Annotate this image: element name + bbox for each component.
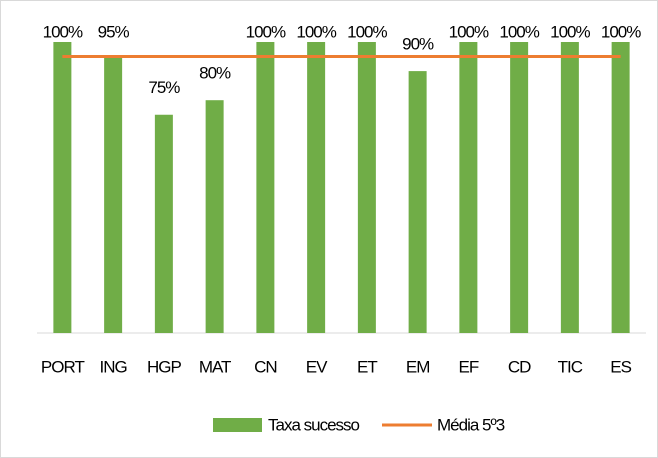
- bar: [104, 56, 123, 334]
- x-tick-label: ING: [100, 357, 127, 376]
- data-label: 95%: [98, 22, 130, 41]
- bar: [510, 42, 529, 333]
- legend-label: Taxa sucesso: [268, 415, 360, 434]
- x-tick-label: EM: [406, 357, 430, 376]
- data-label: 100%: [449, 22, 489, 41]
- x-tick-label: PORT: [41, 357, 85, 376]
- bar: [611, 42, 630, 333]
- data-label: 100%: [296, 22, 336, 41]
- x-tick-label: TIC: [558, 357, 583, 376]
- x-tick-label: EV: [306, 357, 328, 376]
- x-tick-label: HGP: [147, 357, 182, 376]
- x-tick-label: ES: [610, 357, 631, 376]
- x-tick-label: CD: [508, 357, 531, 376]
- bar: [459, 42, 478, 333]
- data-label: 100%: [601, 22, 641, 41]
- bar: [256, 42, 275, 333]
- bar: [205, 100, 224, 333]
- bar: [357, 42, 376, 333]
- x-tick-label: ET: [357, 357, 377, 376]
- bar: [53, 42, 72, 333]
- bar: [560, 42, 579, 333]
- bar: [408, 71, 427, 333]
- data-label: 100%: [347, 22, 387, 41]
- x-tick-label: CN: [254, 357, 277, 376]
- bar: [307, 42, 326, 333]
- x-tick-label: MAT: [199, 357, 231, 376]
- data-label: 90%: [402, 35, 434, 54]
- bar: [154, 114, 173, 333]
- x-tick-label: EF: [459, 357, 479, 376]
- legend-label: Média 5º3: [437, 415, 505, 434]
- legend-swatch: [213, 418, 262, 432]
- data-label: 100%: [550, 22, 590, 41]
- data-label: 80%: [199, 64, 231, 83]
- data-label: 75%: [148, 78, 180, 97]
- data-label: 100%: [246, 22, 286, 41]
- data-label: 100%: [43, 22, 83, 41]
- data-label: 100%: [499, 22, 539, 41]
